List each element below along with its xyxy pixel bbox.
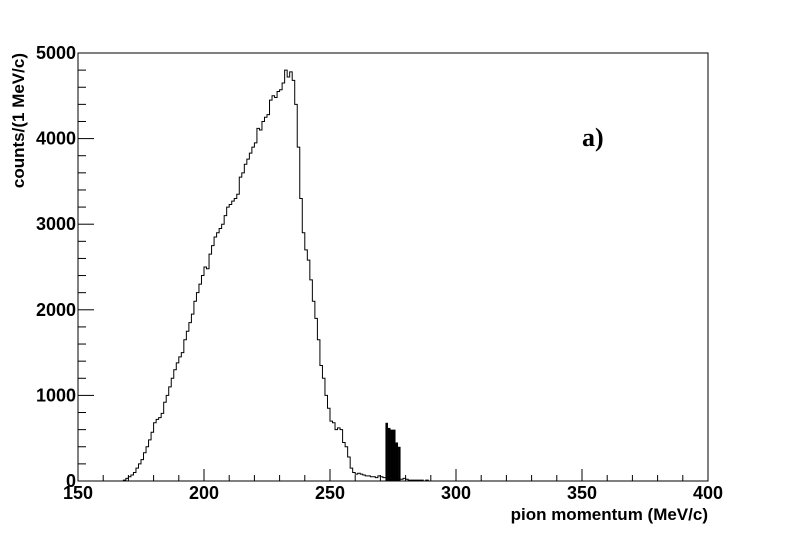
- x-tick-label: 400: [693, 483, 723, 503]
- y-tick-label: 5000: [36, 43, 76, 63]
- highlight-bin: [398, 446, 401, 481]
- x-tick-label: 200: [189, 483, 219, 503]
- x-axis: 150 200 250 300 350 400: [63, 469, 723, 503]
- y-axis: 0 1000 2000 3000 4000 5000: [36, 43, 94, 491]
- highlight-bin: [390, 429, 393, 481]
- histogram-series: [78, 69, 708, 482]
- x-axis-title: pion momentum (MeV/c): [511, 505, 708, 524]
- y-tick-label: 0: [66, 471, 76, 491]
- x-tick-label: 300: [441, 483, 471, 503]
- y-tick-label: 4000: [36, 129, 76, 149]
- y-axis-title: counts/(1 MeV/c): [9, 53, 28, 188]
- highlight-bin: [393, 429, 396, 481]
- highlight-bin: [385, 422, 388, 481]
- panel-label: a): [582, 123, 604, 152]
- y-tick-label: 3000: [36, 214, 76, 234]
- highlight-bin: [395, 442, 399, 481]
- histogram-layer: [78, 69, 708, 482]
- plot-frame: [77, 52, 709, 482]
- y-tick-label: 2000: [36, 300, 76, 320]
- y-tick-label: 1000: [36, 385, 76, 405]
- highlight-bin: [387, 427, 391, 481]
- x-tick-label: 150: [63, 483, 93, 503]
- x-tick-label: 250: [315, 483, 345, 503]
- x-tick-label: 350: [567, 483, 597, 503]
